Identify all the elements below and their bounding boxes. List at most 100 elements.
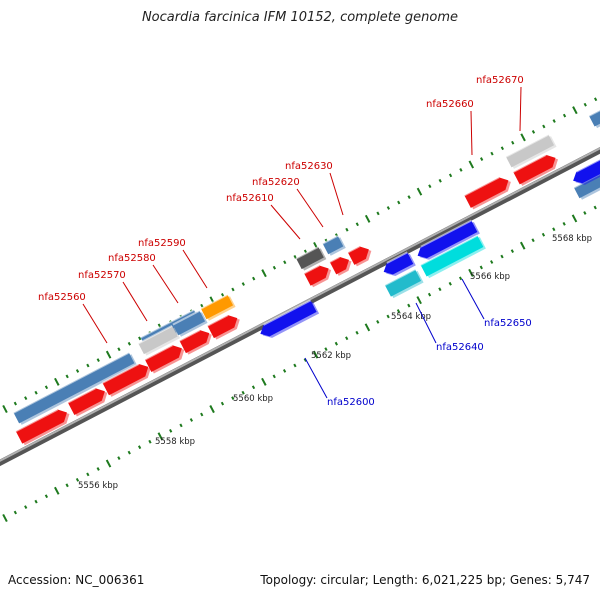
gene-leader-line <box>270 204 301 240</box>
gene-feature-forward-highlight <box>347 245 360 254</box>
gene-feature-outer <box>588 108 600 129</box>
gene-feature-outer <box>172 309 208 337</box>
inner-scale-tick <box>231 396 235 401</box>
inner-scale-tick <box>468 268 474 277</box>
gene-feature-outer <box>200 293 236 321</box>
outer-scale-tick <box>200 303 204 308</box>
gene-feature-forward-highlight <box>144 344 173 361</box>
outer-scale-tick <box>24 396 28 401</box>
outer-scale-tick <box>572 106 578 115</box>
outer-scale-tick <box>500 146 504 151</box>
gene-feature-outer <box>137 325 181 356</box>
gene-leader-line <box>519 86 522 132</box>
gene-feature-reverse <box>260 299 320 338</box>
gene-feature-forward-body <box>15 409 67 444</box>
inner-scale-tick <box>157 432 164 441</box>
gene-label: nfa52670 <box>476 75 524 86</box>
gene-feature-forward <box>303 264 332 288</box>
gene-feature-outer <box>295 246 327 271</box>
backbone-highlight <box>0 147 600 462</box>
inner-scale-tick <box>334 341 338 346</box>
outer-scale-tick <box>448 173 453 178</box>
gene-feature-outer <box>322 234 346 256</box>
gene-feature-outer-highlight <box>13 351 130 414</box>
gene-feature-reverse-highlight <box>575 156 600 173</box>
inner-scale-tick <box>251 385 256 390</box>
gene-feature-outer-body <box>138 325 178 355</box>
inner-scale-tick <box>396 309 401 313</box>
gene-feature-outer-body <box>200 294 234 320</box>
gene-feature-forward-highlight <box>329 255 341 263</box>
inner-scale-tick <box>438 287 442 292</box>
gene-feature-forward <box>144 344 185 374</box>
outer-scale-tick <box>593 97 598 102</box>
outer-scale-tick <box>364 214 371 223</box>
outer-scale-tick <box>397 200 401 205</box>
inner-scale-tick <box>2 513 8 523</box>
gene-feature-forward-highlight <box>512 153 547 173</box>
gene-feature-outer-body <box>172 310 206 336</box>
inner-scale-tick <box>86 472 90 477</box>
gene-feature-forward <box>102 363 151 397</box>
inner-scale-tick <box>200 412 204 417</box>
gene-feature-outer-highlight <box>295 246 319 260</box>
inner-scale-tick <box>364 323 371 332</box>
inner-scale-tick <box>96 467 100 471</box>
inner-scale-tick <box>117 456 121 460</box>
inner-scale-tick <box>500 254 504 259</box>
gene-feature-reverse <box>417 219 480 260</box>
gene-feature-outer <box>13 351 137 425</box>
gene-feature-reverse-highlight <box>420 234 478 266</box>
inner-scale-tick <box>209 405 215 414</box>
gene-feature-reverse <box>573 156 600 185</box>
inner-scale-tick <box>448 281 452 286</box>
gene-feature-forward <box>463 176 511 210</box>
gene-feature-reverse-body <box>420 235 484 277</box>
inner-scale-tick <box>169 428 173 433</box>
gene-feature-forward-body <box>464 177 509 208</box>
gene-feature-outer-body <box>13 352 135 424</box>
outer-scale-tick <box>438 178 442 183</box>
inner-scale-tick <box>75 477 80 482</box>
outer-scale-tick <box>127 341 131 346</box>
outer-scale-tick <box>345 227 349 232</box>
inner-scale-tick <box>571 214 578 223</box>
outer-scale-tick <box>138 336 142 341</box>
outer-scale-tick <box>283 260 287 265</box>
gene-label: nfa52630 <box>285 161 333 172</box>
outer-scale-tick <box>511 140 515 145</box>
gene-feature-forward-body <box>102 363 149 396</box>
gene-feature-forward-highlight <box>179 329 201 342</box>
gene-feature-forward-body <box>329 256 349 275</box>
gene-feature-forward-highlight <box>303 264 320 275</box>
gene-feature-outer-highlight <box>140 308 195 339</box>
gene-feature-outer-highlight <box>137 325 173 345</box>
gene-feature-forward <box>15 408 70 446</box>
inner-scale-tick <box>303 358 307 362</box>
gene-feature-reverse <box>420 234 486 279</box>
inner-scale-tick <box>65 483 69 488</box>
inner-scale-tick <box>583 211 587 215</box>
gene-label: nfa52560 <box>38 292 86 303</box>
outer-scale-tick <box>65 374 69 379</box>
inner-scale-tick <box>13 510 17 515</box>
inner-scale-tick <box>312 350 319 359</box>
gene-feature-forward-body <box>513 154 556 185</box>
scale-label: 5560 kbp <box>233 394 273 404</box>
outer-scale-tick <box>44 385 49 390</box>
outer-scale-tick <box>355 222 359 227</box>
gene-feature-outer-highlight <box>200 293 228 310</box>
inner-scale-tick <box>562 221 566 226</box>
gene-leader-line <box>182 249 208 289</box>
gene-feature-outer-highlight <box>322 234 339 245</box>
gene-label: nfa52650 <box>484 318 532 329</box>
outer-scale-tick <box>480 157 484 161</box>
inner-scale-tick <box>272 374 276 379</box>
inner-scale-tick <box>593 205 597 210</box>
gene-feature-outer-highlight <box>172 309 200 326</box>
gene-feature-outer-highlight <box>588 108 600 117</box>
gene-feature-reverse-body <box>573 157 600 184</box>
map-title: Nocardia farcinica IFM 10152, complete g… <box>141 10 459 25</box>
gene-leader-line <box>304 357 328 399</box>
